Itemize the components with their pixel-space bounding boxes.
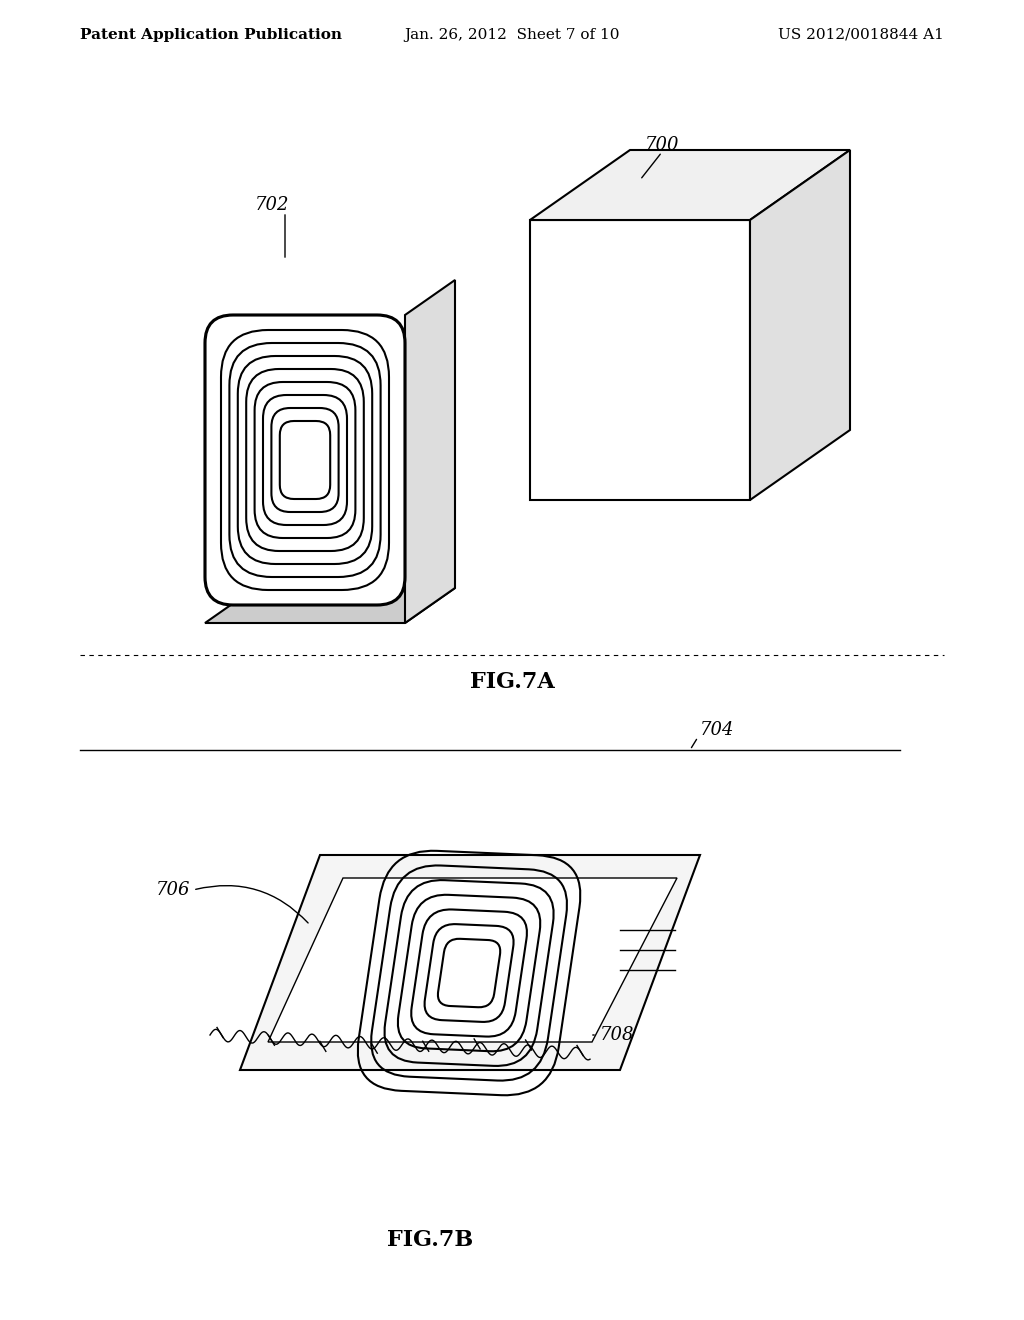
Polygon shape	[268, 878, 677, 1041]
Text: 708: 708	[600, 1026, 635, 1044]
Text: FIG.7B: FIG.7B	[387, 1229, 473, 1251]
Text: US 2012/0018844 A1: US 2012/0018844 A1	[778, 28, 944, 42]
Text: 704: 704	[700, 721, 734, 739]
Text: 706: 706	[156, 880, 190, 899]
Polygon shape	[205, 587, 455, 623]
Polygon shape	[406, 280, 455, 623]
Polygon shape	[750, 150, 850, 500]
Polygon shape	[240, 855, 700, 1071]
Polygon shape	[530, 220, 750, 500]
FancyArrowPatch shape	[196, 886, 308, 923]
Text: Jan. 26, 2012  Sheet 7 of 10: Jan. 26, 2012 Sheet 7 of 10	[404, 28, 620, 42]
Text: FIG.7A: FIG.7A	[470, 671, 554, 693]
FancyBboxPatch shape	[205, 315, 406, 605]
Polygon shape	[530, 150, 850, 220]
Text: 702: 702	[255, 195, 290, 214]
Text: Patent Application Publication: Patent Application Publication	[80, 28, 342, 42]
Text: 700: 700	[645, 136, 680, 154]
